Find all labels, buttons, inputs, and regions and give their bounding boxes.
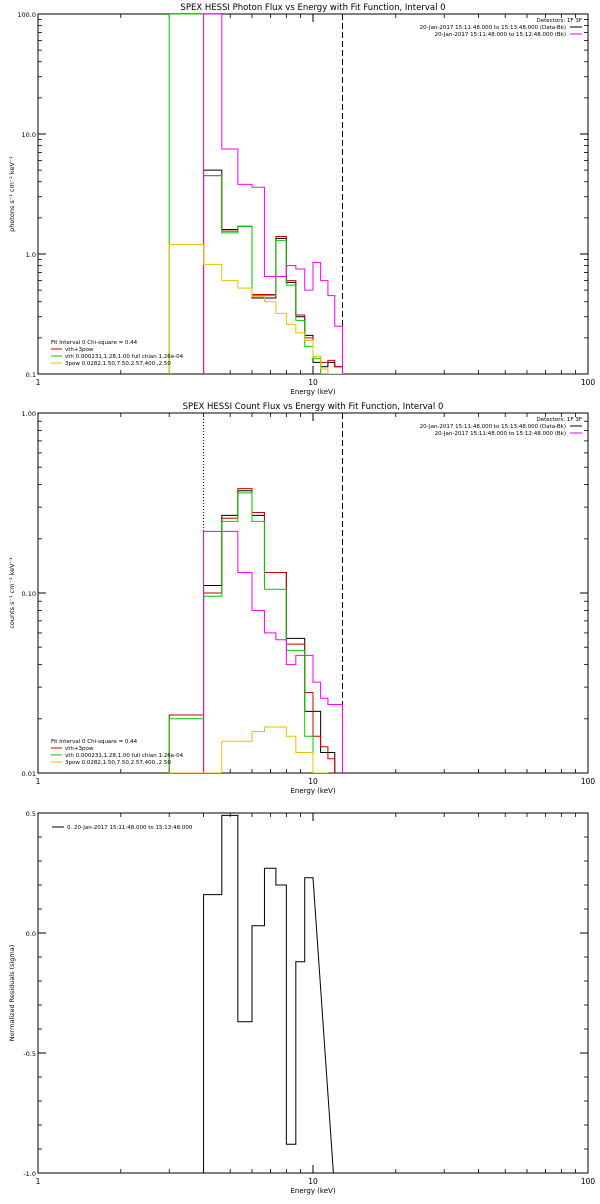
- chart-panel-0: SPEX HESSI Photon Flux vs Energy with Fi…: [8, 3, 595, 396]
- legend-bottom-header: Fit Interval 0 Chi-square = 0.44: [51, 739, 138, 745]
- x-axis-label: Energy (keV): [290, 1187, 335, 1195]
- series-4-step-line: [168, 244, 343, 374]
- series-2-step-line: [168, 14, 343, 374]
- plot-area: [168, 413, 343, 773]
- legend-bottom-text: 3pow 0.0282,1.50,7.50,2.57,400.,2.50: [65, 361, 171, 367]
- legend-bottom-text: vth+3pow: [65, 746, 94, 752]
- y-tick-label: -1.0: [23, 1170, 36, 1178]
- series-4-step-line: [168, 726, 329, 773]
- y-tick-label: 0.0: [26, 930, 36, 938]
- legend-top-text: 20-Jan-2017 15:11:48.000 to 15:12:48.000…: [435, 431, 566, 437]
- legend-residual-text: 0. 20-Jan-2017 15:11:48.000 to 15:13:48.…: [67, 825, 193, 831]
- x-minor-ticks: [120, 14, 576, 374]
- chart-panel-2: 1 10 100 Energy (keV) -1.0 -0.5 0.0 0.5 Normaliz…: [8, 810, 595, 1195]
- x-axis-label: Energy (keV): [290, 388, 335, 396]
- x-minor-ticks: [120, 813, 576, 1173]
- y-tick-label: 10.0: [22, 131, 36, 139]
- y-tick-label: 0.1: [26, 371, 36, 379]
- y-tick-label: 0.01: [22, 770, 36, 778]
- legend-bottom-text: vth+3pow: [65, 347, 94, 353]
- series-3-step-line: [203, 530, 343, 773]
- y-minor-ticks: [38, 812, 588, 1174]
- series-3-step-line: [203, 14, 343, 374]
- y-tick-label: 0.10: [22, 590, 36, 598]
- legend-bottom-text: vth 0.000231,1.28,1.00 full chian 1.26e-…: [65, 354, 184, 360]
- chart-panel-1: SPEX HESSI Count Flux vs Energy with Fit…: [8, 402, 595, 795]
- x-tick-label: 10: [308, 777, 318, 786]
- series-0-step-line: [203, 169, 343, 374]
- series-0-step-line: [203, 490, 336, 773]
- y-tick-label: 1.0: [26, 251, 36, 259]
- x-tick-label: 1: [36, 378, 41, 387]
- y-minor-ticks: [38, 420, 588, 720]
- series-1-step-line: [168, 488, 336, 773]
- x-tick-label: 100: [581, 1177, 596, 1186]
- y-tick-label: -0.5: [23, 1050, 36, 1058]
- x-tick-label: 1: [36, 777, 41, 786]
- series-0-step-line: [203, 814, 334, 1173]
- legend-top-text: 20-Jan-2017 15:11:48.000 to 15:13:48.000…: [420, 25, 566, 31]
- y-axis-label: Normalized Residuals (sigma): [8, 945, 16, 1042]
- legend-bottom-text: 3pow 0.0282,1.50,7.50,2.57,400.,2.50: [65, 760, 171, 766]
- y-tick-label: 0.5: [26, 810, 36, 818]
- legend-top-text: 20-Jan-2017 15:11:48.000 to 15:12:48.000…: [435, 32, 566, 38]
- plot-frame: [37, 812, 589, 1174]
- chart-title: SPEX HESSI Count Flux vs Energy with Fit…: [183, 402, 444, 412]
- x-axis-label: Energy (keV): [290, 787, 335, 795]
- y-tick-label: 100.0: [17, 11, 36, 19]
- x-tick-label: 10: [308, 378, 318, 387]
- x-tick-label: 10: [308, 1177, 318, 1186]
- plot-area: [168, 14, 343, 374]
- y-minor-ticks: [38, 19, 588, 339]
- legend-top-text: 20-Jan-2017 15:11:48.000 to 15:13:48.000…: [420, 424, 566, 430]
- legend-top-text: Detectors: 1F 3F: [536, 417, 582, 423]
- series-2-step-line: [168, 492, 329, 773]
- legend-bottom-header: Fit Interval 0 Chi-square = 0.44: [51, 340, 138, 346]
- y-tick-label: 1.00: [22, 410, 36, 418]
- x-tick-label: 100: [581, 777, 596, 786]
- x-tick-label: 100: [581, 378, 596, 387]
- plot-area: [203, 814, 334, 1173]
- legend-bottom-text: vth 0.000231,1.28,1.00 full chian 1.26e-…: [65, 753, 184, 759]
- y-axis-label: counts s⁻¹ cm⁻² keV⁻¹: [8, 557, 16, 629]
- x-minor-ticks: [120, 413, 576, 773]
- plot-frame: [37, 13, 589, 375]
- chart-title: SPEX HESSI Photon Flux vs Energy with Fi…: [180, 3, 445, 13]
- legend-top-text: Detectors: 1F 3F: [536, 18, 582, 24]
- series-1-step-line: [203, 175, 343, 374]
- y-axis-label: photons s⁻¹ cm⁻² keV⁻¹: [8, 156, 16, 232]
- x-tick-label: 1: [36, 1177, 41, 1186]
